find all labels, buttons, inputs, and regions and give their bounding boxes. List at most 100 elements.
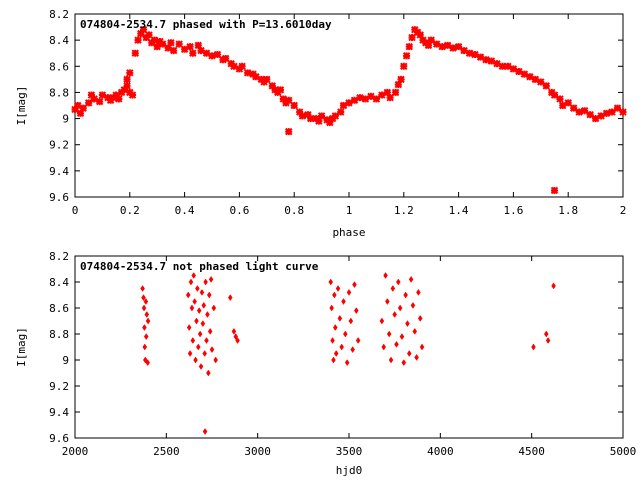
data-point bbox=[333, 350, 339, 357]
data-point bbox=[126, 69, 134, 77]
data-point bbox=[378, 91, 386, 99]
data-point bbox=[331, 356, 336, 364]
data-point bbox=[141, 294, 146, 302]
data-point bbox=[343, 330, 348, 338]
data-point bbox=[482, 56, 490, 64]
data-point bbox=[401, 359, 407, 367]
data-point bbox=[188, 278, 194, 286]
data-point bbox=[128, 91, 137, 99]
data-point bbox=[397, 304, 403, 312]
data-point bbox=[112, 91, 120, 99]
data-point bbox=[608, 108, 616, 116]
data-point bbox=[198, 363, 204, 370]
data-point bbox=[208, 275, 214, 283]
data-point bbox=[399, 333, 405, 341]
data-point bbox=[141, 304, 147, 312]
x-tick-label: 1 bbox=[346, 204, 353, 217]
data-point bbox=[79, 104, 87, 112]
data-point bbox=[331, 112, 340, 120]
data-point bbox=[140, 285, 145, 292]
data-point bbox=[190, 337, 196, 344]
data-point bbox=[180, 45, 189, 54]
data-point bbox=[230, 62, 238, 70]
data-point bbox=[238, 62, 246, 70]
data-point bbox=[406, 350, 412, 357]
x-tick-label: 3000 bbox=[244, 445, 271, 458]
data-point bbox=[189, 49, 197, 57]
data-point bbox=[394, 80, 403, 89]
data-point bbox=[569, 104, 578, 112]
data-point bbox=[95, 97, 104, 106]
phased-light-curve-panel: 8.2 8.4 8.6 8.8 9 9.2 9.4 9.6 0 0.2 0.4 0.6 0.8 1 1.2… bbox=[15, 8, 627, 239]
data-point bbox=[123, 82, 131, 90]
data-point bbox=[185, 291, 191, 299]
data-point bbox=[504, 62, 512, 70]
x-axis-label: phase bbox=[332, 226, 365, 239]
data-point bbox=[123, 75, 131, 84]
data-point bbox=[213, 356, 218, 364]
y-tick-label: 9.2 bbox=[49, 139, 69, 152]
data-point bbox=[586, 110, 594, 119]
data-point bbox=[143, 333, 149, 341]
data-point bbox=[550, 186, 559, 195]
y-tick-label: 9.6 bbox=[49, 191, 69, 204]
data-point bbox=[195, 285, 200, 292]
y-tick-label: 8.6 bbox=[49, 302, 69, 315]
data-point bbox=[443, 41, 452, 50]
data-point bbox=[613, 104, 622, 112]
data-point bbox=[164, 44, 172, 52]
data-point bbox=[207, 327, 213, 335]
data-point bbox=[330, 337, 335, 344]
data-point bbox=[221, 54, 230, 63]
data-point bbox=[391, 88, 400, 97]
x-tick-label: 0.6 bbox=[229, 204, 249, 217]
y-tick-label: 8.8 bbox=[49, 86, 69, 99]
data-point bbox=[526, 73, 534, 81]
data-point bbox=[580, 107, 589, 115]
data-point bbox=[243, 69, 252, 77]
data-point bbox=[392, 311, 397, 318]
data-point bbox=[197, 46, 205, 55]
data-point bbox=[193, 356, 198, 364]
data-point bbox=[335, 285, 341, 292]
data-point bbox=[332, 324, 338, 331]
data-point bbox=[339, 343, 344, 351]
data-point bbox=[285, 96, 293, 104]
y-tick-label: 9 bbox=[62, 113, 69, 126]
data-point bbox=[285, 127, 293, 136]
data-point bbox=[460, 46, 468, 55]
data-point bbox=[115, 95, 123, 103]
data-point bbox=[345, 99, 353, 107]
data-point bbox=[564, 99, 572, 107]
data-point bbox=[350, 96, 359, 104]
data-point bbox=[328, 278, 334, 286]
data-point bbox=[295, 108, 304, 116]
y-tick-label: 9.6 bbox=[49, 432, 69, 445]
data-point bbox=[350, 346, 355, 354]
data-point bbox=[498, 62, 507, 70]
data-point bbox=[208, 52, 216, 60]
data-point bbox=[372, 95, 381, 103]
data-point bbox=[167, 39, 175, 47]
data-point bbox=[201, 301, 207, 309]
data-points bbox=[140, 272, 556, 435]
data-point bbox=[476, 53, 485, 61]
data-point bbox=[329, 304, 334, 312]
data-point bbox=[386, 93, 394, 102]
chart-title: 074804-2534.7 phased with P=13.6010day bbox=[80, 18, 332, 31]
data-point bbox=[74, 101, 82, 110]
data-point bbox=[204, 337, 209, 344]
x-tick-label: 1.2 bbox=[394, 204, 414, 217]
data-point bbox=[386, 330, 392, 338]
data-point bbox=[252, 73, 260, 81]
x-tick-label: 1.4 bbox=[449, 204, 469, 217]
data-point bbox=[381, 343, 387, 351]
data-point bbox=[602, 109, 611, 118]
data-point bbox=[417, 314, 423, 322]
data-point bbox=[143, 298, 149, 305]
data-point bbox=[175, 40, 183, 48]
x-tick-label: 2500 bbox=[153, 445, 180, 458]
data-point bbox=[211, 304, 217, 312]
data-point bbox=[487, 57, 496, 65]
data-point bbox=[191, 272, 197, 279]
